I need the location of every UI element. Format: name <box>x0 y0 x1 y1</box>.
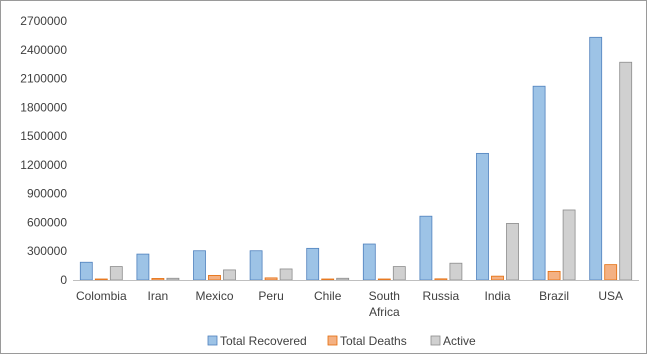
legend-label: Total Deaths <box>340 334 407 348</box>
bar-active <box>562 209 576 281</box>
legend: Total Recovered Total Deaths Active <box>207 334 476 348</box>
bar-total-recovered <box>249 250 263 281</box>
y-tick-label: 1200000 <box>20 158 67 172</box>
bar-total-deaths <box>547 270 561 281</box>
bar-total-recovered <box>476 152 489 281</box>
bar-active <box>449 262 463 281</box>
x-tick-label: USA <box>598 289 623 303</box>
x-tick-label-line: Colombia <box>76 289 127 303</box>
y-tick-label: 2400000 <box>20 43 67 57</box>
x-tick-label: Colombia <box>76 289 127 303</box>
y-tick-label: 2100000 <box>20 72 67 86</box>
bar-active <box>223 269 236 281</box>
bar-total-deaths <box>604 264 618 281</box>
x-tick-label-line: Mexico <box>195 289 233 303</box>
x-tick-label: Chile <box>314 289 342 303</box>
x-tick-label: Iran <box>148 289 169 303</box>
y-tick-label: 600000 <box>27 215 67 229</box>
bars <box>79 36 633 281</box>
legend-swatch-active <box>430 335 441 346</box>
x-tick-label: Mexico <box>195 289 233 303</box>
bar-active <box>279 268 293 281</box>
bar-total-recovered <box>532 85 546 281</box>
bar-total-deaths <box>321 278 335 281</box>
bar-total-recovered <box>419 215 433 281</box>
y-tick-label: 1500000 <box>20 129 67 143</box>
bar-total-recovered <box>589 36 603 281</box>
y-tick-label: 1800000 <box>20 100 67 114</box>
x-tick-label-line: USA <box>598 289 623 303</box>
bar-total-recovered <box>79 261 93 281</box>
x-tick-label-line: Russia <box>423 289 460 303</box>
bar-total-deaths <box>377 278 391 281</box>
x-axis: Colombia Iran Mexico Peru Chile South Africa Ru… <box>73 280 639 319</box>
x-tick-label: Russia <box>423 289 460 303</box>
x-tick-label-line: India <box>484 289 510 303</box>
bar-total-recovered <box>193 250 206 281</box>
bar-total-deaths <box>434 278 448 281</box>
bar-total-deaths <box>491 275 504 281</box>
x-tick-label-line: Iran <box>148 289 169 303</box>
x-tick-label-line: Chile <box>314 289 342 303</box>
y-tick-label: 2700000 <box>20 14 67 28</box>
legend-swatch-total-recovered <box>207 335 218 346</box>
bar-active <box>166 277 180 281</box>
x-tick-label-line: Peru <box>258 289 283 303</box>
bar-active <box>392 266 406 281</box>
y-tick-label: 900000 <box>27 187 67 201</box>
x-tick-label: India <box>484 289 510 303</box>
y-axis: 0 300000 600000 900000 1200000 1500000 1800000… <box>20 14 67 287</box>
bar-total-recovered <box>306 247 320 281</box>
y-tick-label: 0 <box>60 273 67 287</box>
legend-swatch-total-deaths <box>327 335 338 346</box>
x-tick-label-line: Africa <box>369 305 400 319</box>
x-tick-label-line: Brazil <box>539 289 569 303</box>
x-tick-label: Peru <box>258 289 283 303</box>
bar-active <box>336 277 350 281</box>
bar-active <box>506 223 519 281</box>
x-tick-label: South Africa <box>369 289 400 319</box>
y-tick-label: 300000 <box>27 244 67 258</box>
bar-active <box>619 61 633 281</box>
bar-total-deaths <box>208 274 221 281</box>
x-tick-label-line: South <box>369 289 400 303</box>
legend-label: Active <box>443 334 476 348</box>
legend-label: Total Recovered <box>220 334 307 348</box>
bar-total-recovered <box>136 253 150 281</box>
x-tick-label: Brazil <box>539 289 569 303</box>
bar-total-deaths <box>264 277 278 281</box>
bar-total-deaths <box>94 278 108 281</box>
bar-active <box>109 266 123 281</box>
bar-total-deaths <box>151 278 165 281</box>
bar-total-recovered <box>362 243 376 281</box>
